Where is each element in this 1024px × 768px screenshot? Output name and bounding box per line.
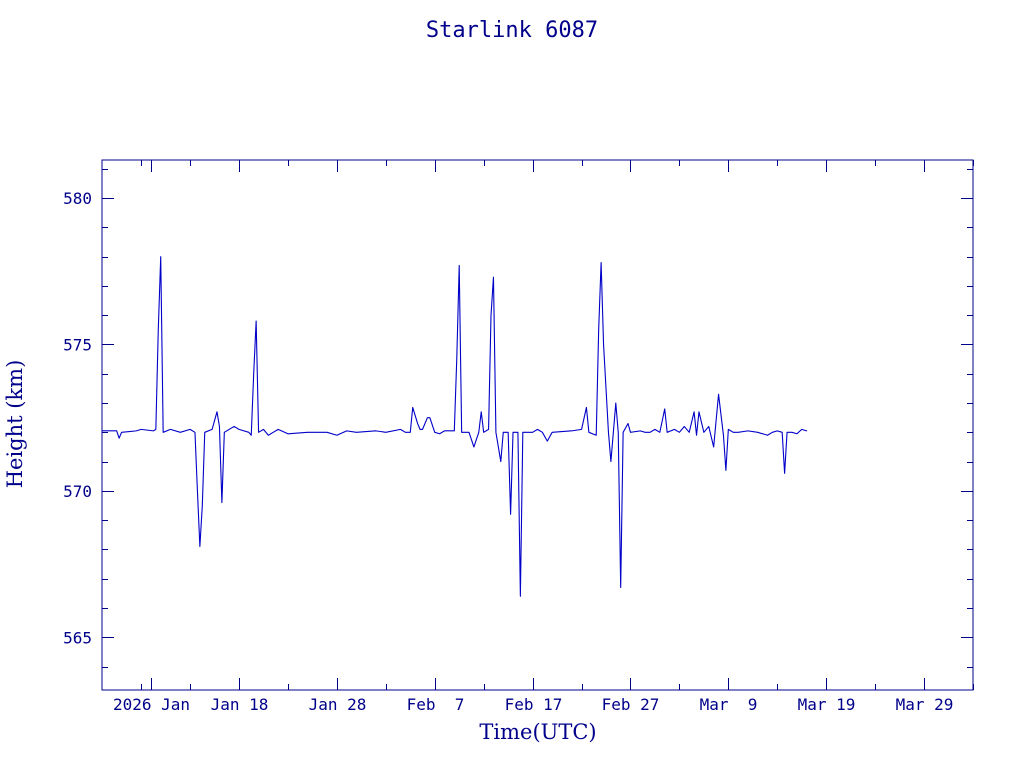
- y-axis-label: Height (km): [3, 360, 27, 489]
- y-tick-label: 570: [63, 482, 92, 501]
- y-tick-label: 580: [63, 189, 92, 208]
- x-tick-label: Feb 7: [407, 695, 465, 714]
- chart-title: Starlink 6087: [426, 18, 598, 43]
- y-axis: 565 570 575 580: [63, 169, 973, 668]
- x-tick-label: Mar 9: [700, 695, 758, 714]
- plot-frame: [101, 159, 974, 691]
- x-axis-label: Time(UTC): [479, 720, 596, 744]
- series-line: [101, 256, 808, 597]
- x-tick-label: Jan 18: [211, 695, 269, 714]
- x-tick-label: Mar 29: [896, 695, 954, 714]
- plot-border: [101, 159, 974, 691]
- x-tick-label: 2026 Jan: [113, 695, 190, 714]
- x-tick-label: Feb 27: [602, 695, 660, 714]
- x-axis: 2026 Jan Jan 18 Jan 28 Feb 7 Feb 17 Feb 27 Mar…: [113, 160, 974, 714]
- x-tick-label: Feb 17: [505, 695, 563, 714]
- x-tick-label: Jan 28: [309, 695, 367, 714]
- y-tick-label: 565: [63, 628, 92, 647]
- y-tick-label: 575: [63, 335, 92, 354]
- x-tick-label: Mar 19: [798, 695, 856, 714]
